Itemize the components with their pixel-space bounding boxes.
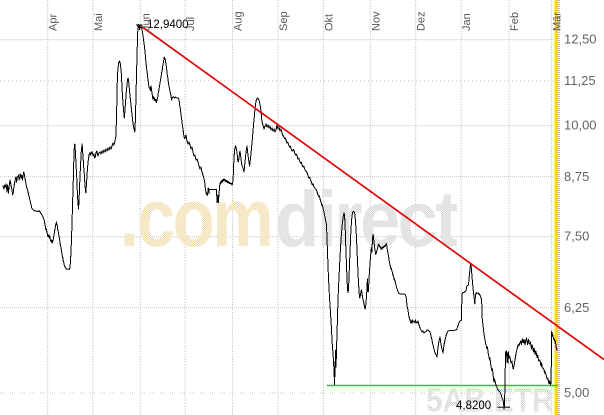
svg-text:6,25: 6,25 [564,300,589,315]
svg-text:7,50: 7,50 [564,229,589,244]
svg-text:Mai: Mai [93,13,105,31]
svg-text:Mär: Mär [552,12,564,31]
svg-text:11,25: 11,25 [564,73,596,88]
svg-text:10,00: 10,00 [564,118,597,133]
svg-text:Apr: Apr [48,14,60,31]
svg-text:5,00: 5,00 [564,385,589,400]
svg-text:Okt: Okt [324,14,336,31]
svg-text:Jul: Jul [185,17,197,31]
svg-text:Jan: Jan [461,13,473,31]
svg-text:Dez: Dez [416,11,428,31]
svg-text:12,50: 12,50 [564,32,597,47]
svg-text:Aug: Aug [233,11,245,31]
svg-text:Nov: Nov [370,11,382,31]
svg-text:Sep: Sep [278,11,290,31]
svg-text:Feb: Feb [509,12,521,31]
svg-text:Jun: Jun [140,13,152,31]
svg-text:8,75: 8,75 [564,169,589,184]
